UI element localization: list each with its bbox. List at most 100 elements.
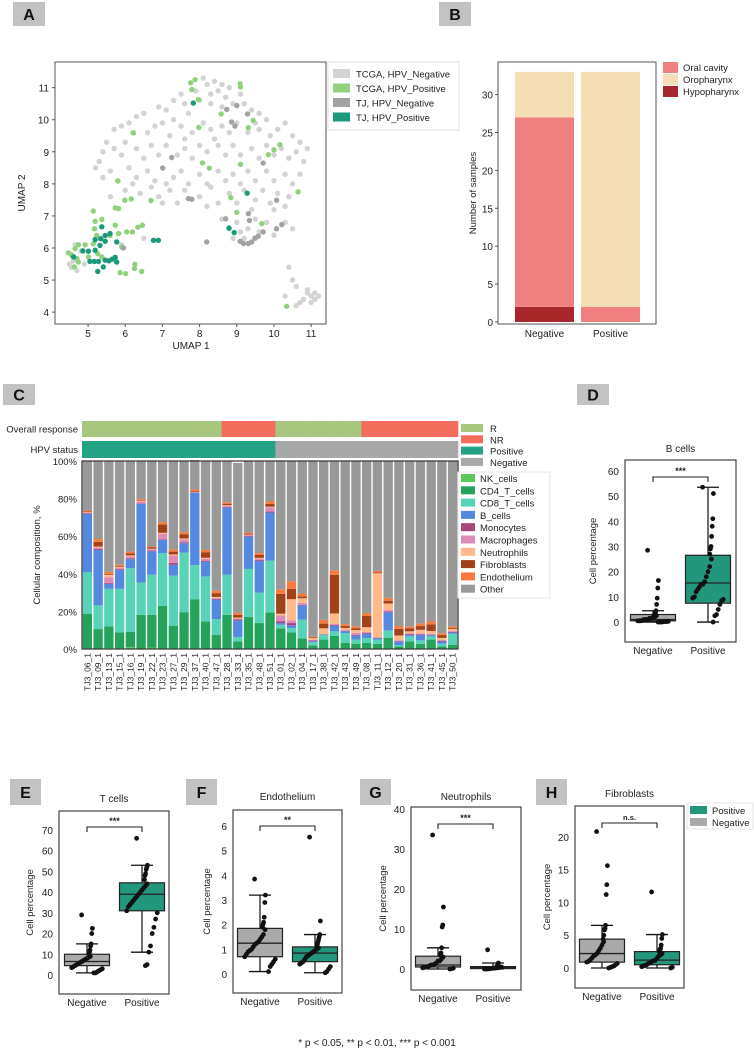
bar-segment-cd4-t-cells — [394, 646, 404, 649]
box-positive: Positive — [469, 947, 517, 1005]
bar-TJ3_11_1: TJ3_11_1 — [372, 461, 382, 690]
bar-segment-neutrophils — [372, 573, 383, 638]
bar-segment-cd8-t-cells — [437, 643, 447, 647]
bar-TJ3_01_1: TJ3_01_1 — [276, 461, 286, 691]
bar-segment-neutrophils — [125, 555, 136, 557]
annotation-cell — [286, 421, 298, 437]
bar-segment-b-cells — [404, 635, 415, 637]
y-tick-label: 5 — [221, 847, 227, 858]
data-point — [89, 931, 95, 936]
y-tick-label: 6 — [43, 244, 49, 255]
bar-segment-macrophages — [383, 610, 393, 612]
umap-point-tj--hpv-negative — [255, 233, 262, 239]
umap-point-tcga--hpv-positive — [228, 194, 234, 201]
bar-segment-macrophages — [415, 633, 426, 635]
bar-segment-endothelium — [286, 581, 297, 589]
umap-point-tcga--hpv-negative — [167, 133, 173, 139]
umap-point-tcga--hpv-positive — [258, 220, 265, 227]
bar-segment-fibroblasts — [157, 524, 168, 533]
significance-bracket — [601, 822, 658, 828]
bar-TJ3_19_1: TJ3_19_1 — [136, 461, 146, 691]
legend-label: NK_cells — [480, 474, 518, 485]
data-point — [655, 619, 661, 625]
y-tick-label: 80% — [58, 495, 78, 506]
umap-point-tcga--hpv-positive — [187, 80, 194, 86]
umap-point-tj--hpv-negative — [169, 154, 175, 161]
bar-segment-neutrophils — [136, 500, 146, 502]
legend-swatch — [333, 98, 350, 107]
bar-segment-b-cells — [340, 631, 350, 634]
umap-point-tcga--hpv-negative — [267, 133, 273, 139]
chart-title: Fibroblasts — [605, 789, 654, 800]
y-tick-label: 40 — [394, 805, 406, 816]
box-positive: Positive — [633, 889, 681, 1003]
x-tick-label: TJ3_13_1 — [104, 653, 114, 691]
x-tick-label: TJ3_02_1 — [286, 653, 296, 691]
bar-segment-monocytes — [404, 634, 415, 636]
annotation-cell — [157, 441, 169, 458]
legend-swatch — [461, 457, 483, 466]
y-tick-label: 20 — [558, 833, 570, 844]
annotation-cell — [221, 421, 233, 437]
data-point — [711, 491, 716, 496]
x-tick-label: TJ3_45_1 — [437, 653, 447, 691]
bar-segment-fibroblasts — [308, 637, 318, 639]
bar-segment-cd4-t-cells — [190, 599, 200, 649]
umap-point-tcga--hpv-negative — [234, 219, 240, 226]
bar-segment-endothelium — [437, 633, 447, 636]
x-tick-label: TJ3_16_1 — [125, 653, 135, 691]
umap-point-tcga--hpv-negative — [204, 181, 210, 187]
bar-segment-b-cells — [147, 551, 157, 575]
bar-segment-other — [114, 461, 125, 565]
bar-TJ3_31_1: TJ3_31_1 — [405, 461, 415, 691]
bar-segment-hypopharynx — [515, 306, 574, 322]
y-tick-label: 10 — [394, 925, 406, 936]
bar-segment-fibroblasts — [179, 534, 189, 539]
bar-segment-endothelium — [297, 593, 307, 597]
umap-point-tcga--hpv-positive — [234, 209, 240, 216]
y-tick-label: 70 — [42, 826, 54, 837]
bar-segment-other — [319, 461, 329, 620]
bar-segment-oropharynx — [515, 71, 574, 118]
bar-segment-neutrophils — [233, 617, 243, 619]
annotation-cell — [393, 441, 405, 458]
annotation-cell — [447, 421, 459, 437]
data-point — [322, 970, 328, 976]
bar-segment-endothelium — [125, 551, 136, 554]
umap-point-tcga--hpv-negative — [297, 139, 303, 145]
data-point — [709, 533, 714, 539]
y-tick-label: 9 — [43, 148, 49, 159]
bar-segment-b-cells — [179, 543, 189, 553]
bar-TJ3_36_1: TJ3_36_1 — [415, 461, 425, 691]
data-point — [707, 551, 713, 557]
umap-point-tcga--hpv-negative — [100, 174, 106, 181]
bar-segment-macrophages — [211, 597, 221, 599]
bar-segment-cd4-t-cells — [114, 632, 125, 649]
data-point — [482, 966, 487, 972]
panel-label-d: D — [577, 384, 609, 405]
annotation-cell — [436, 421, 448, 437]
umap-point-tcga--hpv-negative — [163, 181, 169, 187]
y-tick-label: 50 — [42, 867, 54, 878]
panel-label-c: C — [3, 384, 35, 405]
umap-point-tcga--hpv-negative — [185, 181, 192, 187]
x-tick-label: TJ3_19_1 — [136, 653, 146, 691]
umap-point-tcga--hpv-negative — [152, 123, 158, 129]
boxplot-neutrophils: Negative Positive 0 10 20 30 40 Neutrophils Cell… — [378, 792, 522, 1005]
umap-point-tcga--hpv-negative — [208, 126, 214, 133]
umap-point-tcga--hpv-negative — [219, 81, 225, 88]
umap-point-tcga--hpv-positive — [199, 160, 206, 166]
data-point — [693, 589, 699, 595]
y-tick-label: 0 — [399, 965, 405, 976]
bar-segment-endothelium — [222, 502, 232, 504]
bar-segment-neutrophils — [447, 629, 458, 631]
umap-point-tcga--hpv-negative — [293, 283, 299, 290]
y-tick-label: 0% — [63, 645, 77, 656]
annotation-cell — [253, 421, 265, 437]
data-point — [143, 963, 148, 969]
annotation-cell — [361, 441, 373, 458]
box-negative: Negative — [63, 912, 111, 1009]
umap-point-tcga--hpv-negative — [282, 120, 288, 126]
umap-point-tj--hpv-positive — [150, 237, 157, 244]
y-tick-label: 5 — [563, 931, 569, 942]
